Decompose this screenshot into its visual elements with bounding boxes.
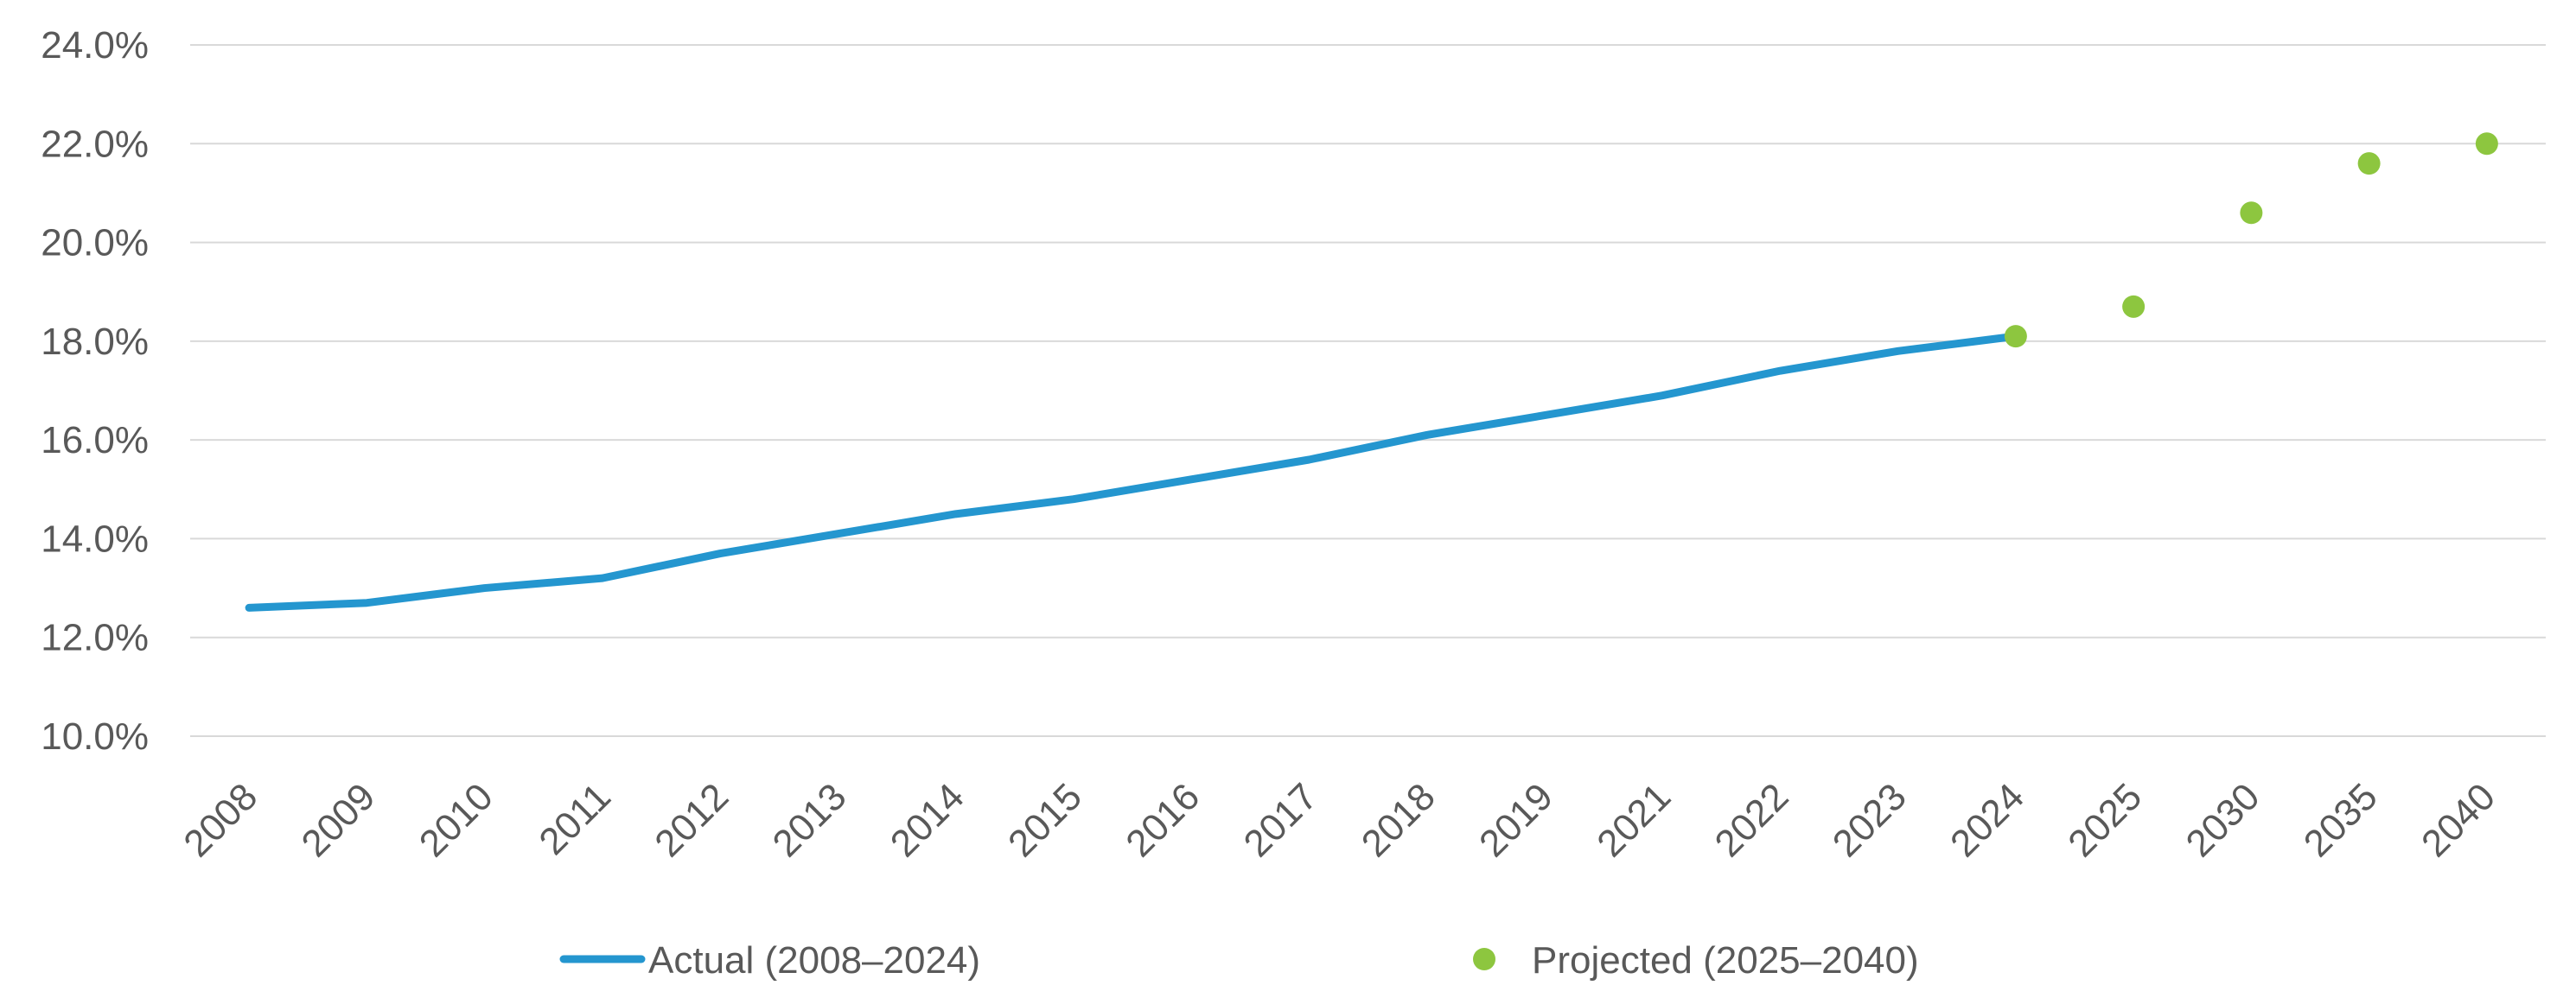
x-tick-label: 2030 <box>2178 775 2268 865</box>
x-tick-label: 2008 <box>175 775 265 865</box>
y-tick-label: 12.0% <box>41 617 149 659</box>
x-tick-label: 2018 <box>1354 775 1444 865</box>
gridlines <box>190 44 2546 737</box>
x-tick-label: 2023 <box>1825 775 1915 865</box>
x-tick-label: 2015 <box>1000 775 1090 865</box>
y-tick-label: 14.0% <box>41 518 149 560</box>
legend-item-projected[interactable]: Projected (2025–2040) <box>1473 939 1919 982</box>
y-tick-label: 10.0% <box>41 715 149 758</box>
y-tick-label: 22.0% <box>41 123 149 165</box>
legend-swatch-projected <box>1473 948 1495 970</box>
x-tick-label: 2013 <box>765 775 855 865</box>
projected-point[interactable] <box>2122 295 2146 318</box>
legend-label-actual: Actual (2008–2024) <box>648 939 980 982</box>
y-axis: 10.0% 12.0% 14.0% 16.0% 18.0% 20.0% 22.0% 24.0% <box>41 24 149 758</box>
legend: Actual (2008–2024) Projected (2025–2040) <box>559 939 1919 982</box>
projected-point[interactable] <box>2475 132 2498 156</box>
plot-area <box>245 132 2498 612</box>
projected-point[interactable] <box>2357 152 2381 175</box>
x-tick-label: 2035 <box>2296 775 2386 865</box>
legend-item-actual[interactable]: Actual (2008–2024) <box>559 939 980 982</box>
x-tick-label: 2009 <box>294 775 384 865</box>
x-tick-label: 2011 <box>531 775 619 863</box>
y-tick-label: 18.0% <box>41 321 149 363</box>
x-tick-label: 2017 <box>1236 775 1326 865</box>
legend-label-projected: Projected (2025–2040) <box>1532 939 1919 982</box>
x-axis: 2008 2009 2010 2011 2012 2013 2014 2015 2016 2017… <box>175 775 2503 865</box>
y-tick-label: 24.0% <box>41 24 149 67</box>
x-tick-label: 2016 <box>1118 775 1208 865</box>
series-line-actual[interactable] <box>245 332 2020 612</box>
x-tick-label: 2024 <box>1942 775 2032 865</box>
projected-point[interactable] <box>2240 201 2263 225</box>
x-tick-label: 2014 <box>883 775 972 865</box>
x-tick-label: 2019 <box>1471 775 1561 865</box>
x-tick-label: 2025 <box>2060 775 2150 865</box>
y-tick-label: 16.0% <box>41 419 149 461</box>
x-tick-label: 2021 <box>1589 775 1679 865</box>
x-tick-label: 2012 <box>647 775 736 865</box>
y-tick-label: 20.0% <box>41 222 149 264</box>
x-tick-label: 2010 <box>411 775 501 865</box>
x-tick-label: 2040 <box>2413 775 2503 865</box>
x-tick-label: 2022 <box>1707 775 1797 865</box>
projected-point[interactable] <box>2004 325 2027 348</box>
